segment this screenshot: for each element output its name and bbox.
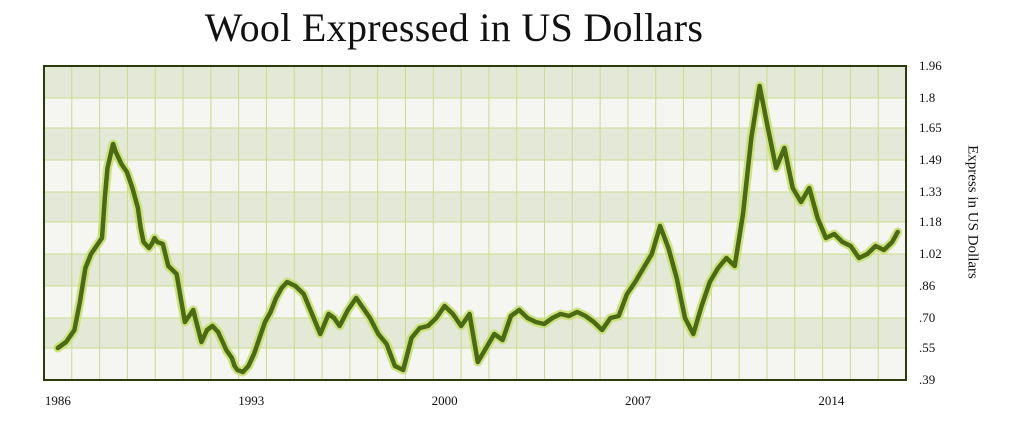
y-axis-label: Express in US Dollars (964, 145, 981, 279)
y-tick-label: 1.02 (919, 246, 942, 261)
grid-band (44, 254, 906, 286)
y-tick-label: .86 (919, 278, 936, 293)
chart-title: Wool Expressed in US Dollars (204, 5, 704, 50)
y-tick-label: 1.49 (919, 152, 942, 167)
x-tick-label: 2000 (432, 393, 458, 408)
y-tick-labels: 1.96 1.8 1.65 1.49 1.33 1.18 1.02 .86 .70 .55 .39 (919, 58, 942, 387)
x-tick-label: 1986 (45, 393, 72, 408)
y-tick-label: .39 (919, 372, 935, 387)
y-tick-label: 1.33 (919, 184, 942, 199)
data-lines (53, 81, 903, 377)
y-tick-label: .55 (919, 340, 935, 355)
x-tick-labels: 1986 1993 2000 2007 2014 (45, 393, 845, 408)
x-tick-label: 1993 (238, 393, 264, 408)
y-tick-label: 1.8 (919, 90, 935, 105)
x-tick-label: 2014 (818, 393, 845, 408)
grid-band (44, 192, 906, 222)
plot-frame (43, 65, 907, 381)
x-tick-label: 2007 (625, 393, 652, 408)
grid-band (44, 128, 906, 160)
y-tick-label: 1.65 (919, 120, 942, 135)
y-tick-label: 1.96 (919, 58, 942, 73)
y-tick-label: .70 (919, 310, 935, 325)
y-tick-label: 1.18 (919, 214, 942, 229)
series-line (55, 83, 900, 375)
grid-band (44, 66, 906, 98)
